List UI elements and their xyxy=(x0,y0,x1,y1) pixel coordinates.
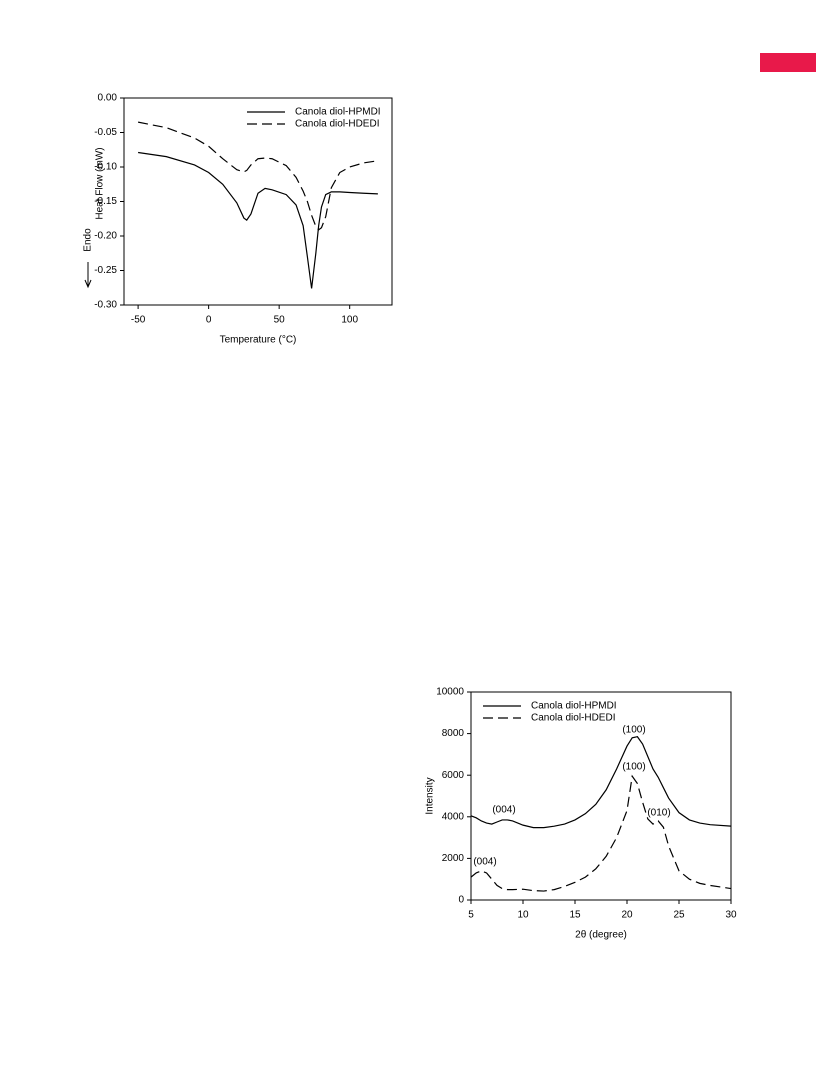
series-line xyxy=(470,774,732,892)
y-axis-label: Heat Flow (mW) xyxy=(95,147,106,219)
x-tick-label: 10 xyxy=(517,910,529,921)
legend-label: Canola diol-HPMDI xyxy=(531,701,617,712)
y-axis-label: Intensity xyxy=(425,777,436,814)
y-tick-label: -0.30 xyxy=(94,300,117,311)
y-tick-label: -0.10 xyxy=(94,162,117,173)
y-tick-label: -0.20 xyxy=(94,231,117,242)
y-tick-label: 6000 xyxy=(442,770,465,781)
x-tick-label: 50 xyxy=(274,315,286,326)
y-tick-label: 4000 xyxy=(442,811,465,822)
x-axis-label: 2θ (degree) xyxy=(575,930,627,941)
annotation: Endo xyxy=(83,228,94,252)
y-tick-label: -0.05 xyxy=(94,127,117,138)
annotation-arrowhead xyxy=(84,279,92,289)
y-tick-label: 2000 xyxy=(442,853,465,864)
annotation: (010) xyxy=(647,808,670,819)
x-tick-label: 100 xyxy=(341,315,358,326)
annotation: (004) xyxy=(492,805,515,816)
x-tick-label: 20 xyxy=(621,910,633,921)
page-tab xyxy=(760,53,816,72)
x-tick-label: 15 xyxy=(569,910,581,921)
legend-label: Canola diol-HPMDI xyxy=(295,107,381,118)
legend-label: Canola diol-HDEDI xyxy=(531,713,615,724)
annotation: (100) xyxy=(622,725,645,736)
annotation: (004) xyxy=(473,857,496,868)
series-line xyxy=(138,151,378,289)
y-tick-label: 0.00 xyxy=(98,93,118,104)
plot-frame xyxy=(470,691,732,901)
x-tick-label: 0 xyxy=(206,315,212,326)
y-tick-label: 10000 xyxy=(436,687,464,698)
x-axis-label: Temperature (°C) xyxy=(220,335,297,346)
y-tick-label: -0.15 xyxy=(94,196,117,207)
y-tick-label: 0 xyxy=(458,895,464,906)
legend-label: Canola diol-HDEDI xyxy=(295,119,379,130)
annotation: (100) xyxy=(622,762,645,773)
x-tick-label: 5 xyxy=(468,910,474,921)
x-tick-label: 30 xyxy=(725,910,737,921)
y-tick-label: 8000 xyxy=(442,728,465,739)
x-tick-label: 25 xyxy=(673,910,685,921)
y-tick-label: -0.25 xyxy=(94,265,117,276)
x-tick-label: -50 xyxy=(131,315,146,326)
series-line xyxy=(137,121,378,231)
series-line xyxy=(470,736,732,829)
